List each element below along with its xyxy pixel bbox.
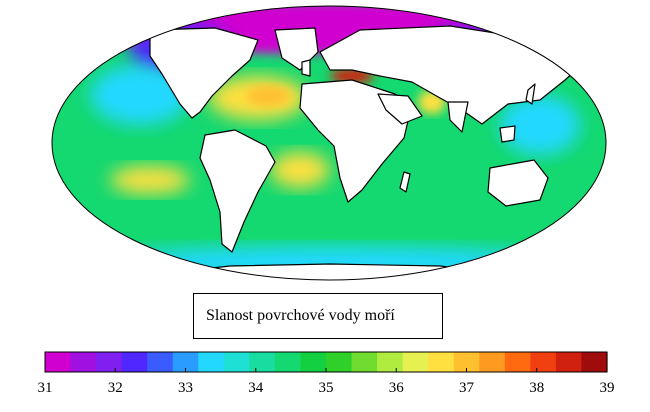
colorbar: 31 32 33 34 35 36 37 38 39	[0, 340, 650, 407]
salinity-map	[51, 5, 607, 281]
colorbar-tick-label: 35	[319, 380, 334, 396]
landmass-australia	[487, 159, 549, 207]
landmass-arabia	[377, 93, 423, 125]
colorbar-cell	[274, 352, 302, 372]
landmass-madagascar	[399, 171, 411, 193]
colorbar-tick-label: 37	[459, 380, 475, 396]
colorbar-cell	[223, 352, 250, 372]
colorbar-cell	[581, 352, 608, 372]
landmass-uk	[301, 59, 311, 77]
colorbar-cell	[121, 352, 148, 372]
colorbar-cell	[70, 352, 97, 372]
colorbar-cell	[300, 352, 327, 372]
legend-title: Slanost povrchové vody moří	[206, 307, 395, 324]
landmass-north-america	[149, 27, 259, 119]
salinity-region	[270, 152, 330, 188]
ocean-layer	[52, 6, 606, 280]
colorbar-tick-label: 33	[178, 380, 193, 396]
landmass-india	[447, 101, 469, 133]
colorbar-cell	[428, 352, 455, 372]
colorbar-cell	[453, 352, 480, 372]
colorbar-svg: 31 32 33 34 35 36 37 38 39	[38, 351, 615, 396]
colorbar-ticks: 31 32 33 34 35 36 37 38 39	[38, 368, 615, 396]
colorbar-cell	[555, 352, 583, 372]
salinity-region	[110, 166, 190, 194]
colorbar-cell	[530, 352, 557, 372]
salinity-region	[246, 86, 290, 106]
colorbar-cells	[45, 352, 608, 372]
colorbar-cell	[377, 352, 404, 372]
salinity-region	[500, 95, 580, 155]
colorbar-tick-label: 38	[529, 380, 544, 396]
landmass-japan	[525, 83, 536, 105]
colorbar-tick-label: 34	[248, 380, 264, 396]
colorbar-cell	[249, 352, 276, 372]
landmass-south-america	[199, 129, 276, 253]
colorbar-cell	[147, 352, 174, 372]
colorbar-cell	[402, 352, 429, 372]
landmass-borneo	[499, 125, 516, 143]
colorbar-cell	[504, 352, 531, 372]
colorbar-tick-label: 32	[108, 380, 123, 396]
legend-title-box: Slanost povrchové vody moří	[193, 293, 443, 339]
colorbar-cell	[351, 352, 378, 372]
colorbar-tick-label: 31	[38, 380, 53, 396]
colorbar-cell	[198, 352, 225, 372]
colorbar-cell	[479, 352, 506, 372]
colorbar-tick-label: 39	[600, 380, 615, 396]
globe-outline	[51, 5, 607, 281]
landmass-africa	[299, 79, 413, 203]
colorbar-cell	[96, 352, 123, 372]
colorbar-tick-label: 36	[389, 380, 405, 396]
colorbar-cell	[172, 352, 199, 372]
world-map	[51, 5, 607, 281]
colorbar-cell	[45, 352, 72, 372]
colorbar-cell	[326, 352, 353, 372]
